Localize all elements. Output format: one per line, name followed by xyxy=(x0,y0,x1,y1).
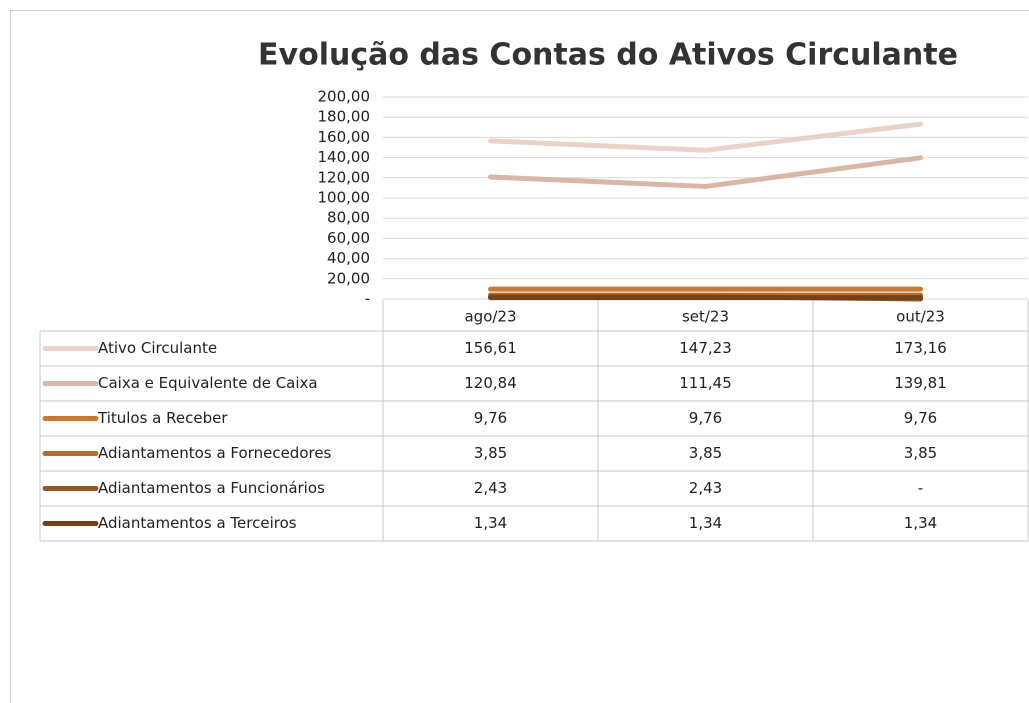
data-label: 2,43 xyxy=(474,479,507,497)
data-label: 1,34 xyxy=(474,514,507,532)
data-label: 9,76 xyxy=(474,409,507,427)
y-tick-label: 180,00 xyxy=(318,108,371,126)
y-tick-label: 200,00 xyxy=(318,88,371,106)
data-label: 1,34 xyxy=(689,514,722,532)
y-tick-label: 140,00 xyxy=(318,148,371,166)
legend-label: Adiantamentos a Funcionários xyxy=(98,479,325,497)
legend-label: Ativo Circulante xyxy=(98,339,217,357)
data-label: 147,23 xyxy=(679,339,732,357)
data-label: 9,76 xyxy=(904,409,937,427)
data-label: 111,45 xyxy=(679,374,732,392)
y-tick-label: 20,00 xyxy=(327,269,370,287)
legend-label: Adiantamentos a Terceiros xyxy=(98,514,297,532)
frame xyxy=(10,10,1029,703)
legend-label: Titulos a Receber xyxy=(97,409,228,427)
data-label: 3,85 xyxy=(689,444,722,462)
legend-label: Adiantamentos a Fornecedores xyxy=(98,444,332,462)
x-tick-label: out/23 xyxy=(896,308,945,326)
y-tick-label: - xyxy=(365,290,370,308)
y-tick-label: 120,00 xyxy=(318,168,371,186)
x-tick-label: set/23 xyxy=(682,308,729,326)
data-label: 139,81 xyxy=(894,374,947,392)
data-label: 1,34 xyxy=(904,514,937,532)
data-label: 3,85 xyxy=(904,444,937,462)
data-label: 3,85 xyxy=(474,444,507,462)
y-tick-label: 40,00 xyxy=(327,249,370,267)
data-label: 120,84 xyxy=(464,374,517,392)
data-label: 2,43 xyxy=(689,479,722,497)
data-label: 156,61 xyxy=(464,339,517,357)
data-label: - xyxy=(918,479,923,497)
y-tick-label: 160,00 xyxy=(318,128,371,146)
chart-title: Evolução das Contas do Ativos Circulante xyxy=(258,38,958,73)
series-line xyxy=(488,121,923,153)
y-tick-label: 60,00 xyxy=(327,229,370,247)
series-line xyxy=(488,155,923,189)
y-tick-label: 100,00 xyxy=(318,189,371,207)
legend-label: Caixa e Equivalente de Caixa xyxy=(98,374,318,392)
data-label: 173,16 xyxy=(894,339,947,357)
y-tick-label: 80,00 xyxy=(327,209,370,227)
data-label: 9,76 xyxy=(689,409,722,427)
x-tick-label: ago/23 xyxy=(464,308,516,326)
